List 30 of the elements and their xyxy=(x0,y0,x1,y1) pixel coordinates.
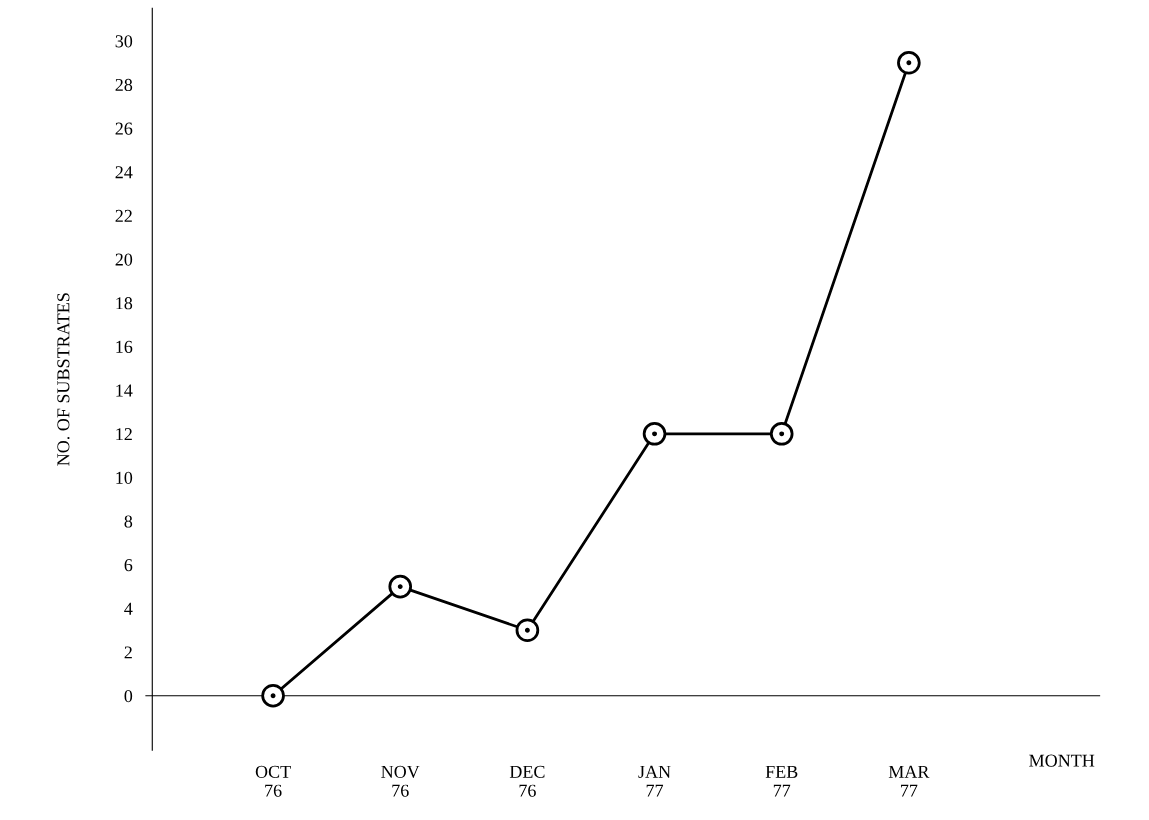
x-tick-label: NOV 76 xyxy=(381,765,420,797)
point xyxy=(388,574,413,599)
point xyxy=(897,50,921,75)
y-tick-label: 0 xyxy=(124,689,133,703)
y-tick-label: 6 xyxy=(124,559,133,572)
x-tick-label: DEC 76 xyxy=(509,765,545,797)
y-tick-label: 12 xyxy=(116,428,132,441)
y-tick-label: 26 xyxy=(115,122,133,135)
x-axis-title: MONTH xyxy=(1029,754,1095,767)
point xyxy=(642,422,667,446)
x-tick-label: FEB 77 xyxy=(765,765,798,797)
point xyxy=(515,618,540,643)
y-tick-label: 16 xyxy=(116,340,133,353)
y-tick-label: 14 xyxy=(116,384,133,397)
y-tick-label: 8 xyxy=(124,515,133,528)
y-tick-label: 2 xyxy=(124,646,132,659)
y-tick-label: 20 xyxy=(115,253,133,266)
point xyxy=(769,422,794,446)
point xyxy=(261,683,285,708)
y-tick-label: 30 xyxy=(115,35,133,48)
y-tick-label: 24 xyxy=(115,166,133,179)
x-tick-label: MAR 77 xyxy=(888,765,930,797)
y-axis-title: NO. OF SUBSTRATES xyxy=(57,293,70,466)
y-tick-label: 4 xyxy=(124,602,133,615)
x-tick-label: JAN 77 xyxy=(638,765,671,797)
y-tick-label: 22 xyxy=(115,209,132,222)
y-tick-label: 10 xyxy=(116,471,133,484)
y-tick-label: 28 xyxy=(115,78,133,92)
x-tick-label: OCT 76 xyxy=(255,765,291,797)
y-tick-label: 18 xyxy=(116,297,133,310)
